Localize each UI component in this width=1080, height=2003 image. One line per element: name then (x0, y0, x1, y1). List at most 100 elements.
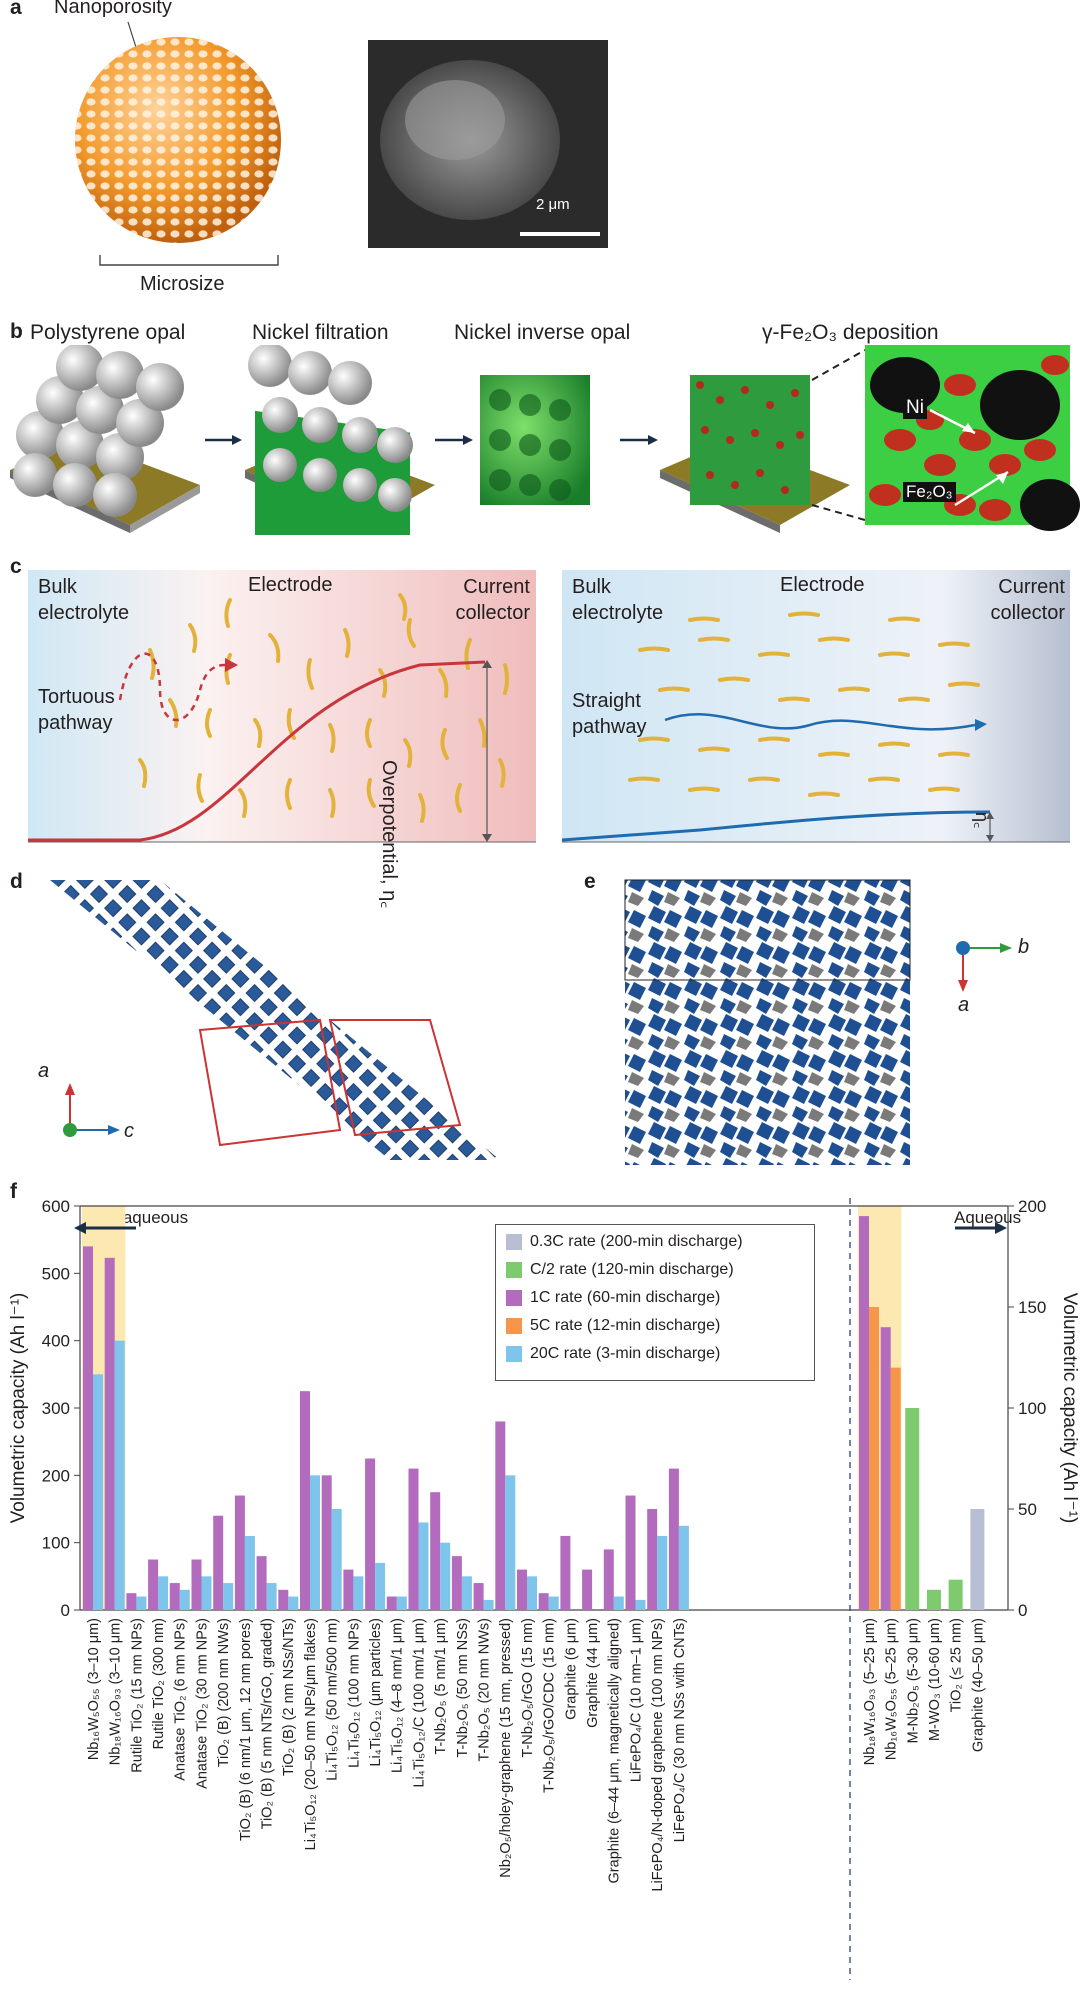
electrode-left: Electrode (248, 574, 333, 596)
step-nickel-filtration: Nickel filtration (252, 321, 389, 344)
ni-label: Ni (903, 397, 927, 419)
bar-left-c1 (191, 1559, 202, 1610)
panel-c-graphics (28, 570, 1070, 843)
y-tick-label-left: 500 (42, 1264, 70, 1283)
bar-left-c1 (647, 1509, 658, 1610)
bar-left-c20 (288, 1596, 299, 1610)
microsize-bracket (99, 255, 279, 266)
y-tick-label-left: 100 (42, 1534, 70, 1553)
bar-left-c1 (126, 1593, 137, 1610)
x-tick-label-left: LiFePO₄/C (10 nm–1 μm) (628, 1618, 644, 1782)
bar-left-c20 (93, 1374, 103, 1610)
straight-pathway (664, 713, 976, 731)
bar-left-c20 (396, 1596, 407, 1610)
x-tick-label-left: Li₄Ti₅O₁₂ (20–50 nm NPs/μm flakes) (303, 1618, 319, 1850)
legend-label: 1C rate (60-min discharge) (530, 1289, 721, 1306)
legend-swatch (506, 1289, 522, 1306)
y-tick-label-right: 150 (1018, 1298, 1046, 1317)
step-nickel-inverse-opal: Nickel inverse opal (454, 321, 631, 344)
bar-left-c1 (408, 1468, 419, 1610)
bar-right-c5 (869, 1307, 879, 1610)
bulk-electrolyte-right: Bulk electrolyte (572, 576, 664, 624)
y-axis-title-right: Volumetric capacity (Ah l⁻¹) (1059, 1293, 1080, 1524)
panel-letter-b: b (10, 320, 23, 343)
x-tick-label-right: Nb₁₈W₁₆O₉₃ (5–25 μm) (862, 1618, 878, 1765)
panel-letter-d: d (10, 870, 23, 893)
x-tick-label-left: TiO₂ (B) (6 nm/1 μm, 12 nm pores) (238, 1618, 254, 1841)
bar-left-c20 (418, 1522, 429, 1610)
unit-cell-e (624, 879, 911, 981)
bar-left-c1 (148, 1559, 159, 1610)
y-tick-label-right: 50 (1018, 1500, 1037, 1519)
legend-item: C/2 rate (120-min discharge) (506, 1261, 734, 1285)
electrode-right: Electrode (780, 574, 865, 596)
x-tick-label-left: Li₄Ti₅O₁₂ (μm particles) (368, 1618, 384, 1767)
x-tick-label-left: T-Nb₂O₅ (20 nm NWs) (476, 1618, 492, 1762)
x-tick-label-left: TiO₂ (B) (2 nm NSs/NTs) (281, 1618, 297, 1776)
bar-left-c1 (582, 1569, 593, 1610)
bar-left-c20 (440, 1542, 451, 1610)
x-tick-label-left: Li₄Ti₅O₁₂ (4–8 nm/1 μm) (390, 1618, 406, 1773)
aqueous-label: Aqueous (954, 1208, 1022, 1227)
legend-label: 5C rate (12-min discharge) (530, 1317, 721, 1334)
bar-left-c1 (343, 1569, 354, 1610)
panel-letter-a: a (10, 0, 22, 19)
panel-letter-f: f (10, 1180, 17, 1203)
y-tick-label-left: 0 (61, 1601, 70, 1620)
bar-left-c1 (213, 1515, 224, 1610)
bulk-electrolyte-left: Bulk electrolyte (38, 576, 130, 624)
x-tick-label-left: T-Nb₂O₅/rGO/CDC (15 nm) (542, 1618, 558, 1793)
x-tick-label-left: Li₄Ti₅O₁₂/C (100 nm/1 μm) (411, 1618, 427, 1788)
overpotential-curve-left (28, 660, 486, 842)
coated-inverse-opal-block (690, 375, 810, 505)
bar-right-c03 (970, 1509, 985, 1610)
polystyrene-spheres (13, 345, 184, 517)
bar-left-c20 (548, 1596, 559, 1610)
x-tick-label-left: Graphite (6–44 μm, magnetically aligned) (607, 1618, 623, 1883)
bar-left-c1 (83, 1246, 93, 1610)
x-tick-label-left: Rutile TiO₂ (300 nm) (151, 1618, 167, 1749)
axis-b-e: b (1018, 936, 1030, 958)
x-tick-label-left: LiFePO₄/C (30 nm NSs with CNTs) (672, 1618, 688, 1842)
bar-left-c1 (603, 1549, 614, 1610)
y-tick-label-left: 600 (42, 1197, 70, 1216)
axis-origin-d (63, 1123, 77, 1137)
nickel-filled-block (255, 410, 410, 535)
y-tick-label-right: 0 (1018, 1601, 1027, 1620)
y-tick-label-right: 200 (1018, 1197, 1046, 1216)
x-tick-label-left: Nb₁₈W₁₆O₉₃ (3–10 μm) (108, 1618, 124, 1765)
x-tick-label-left: T-Nb₂O₅ (50 nm NSs) (455, 1618, 471, 1758)
x-tick-label-right: TiO₂ (≤ 25 nm) (949, 1618, 965, 1712)
bar-left-c20 (657, 1535, 668, 1610)
bar-left-c20 (266, 1583, 277, 1610)
x-tick-label-left: Graphite (44 μm) (585, 1618, 601, 1728)
step-polystyrene-opal: Polystyrene opal (30, 321, 186, 344)
y-axis-title-left: Volumetric capacity (Ah l⁻¹) (8, 1293, 29, 1524)
bar-right-c1 (859, 1216, 869, 1610)
bar-right-c5 (890, 1367, 901, 1610)
x-tick-label-left: Anatase TiO₂ (30 nm NPs) (194, 1618, 210, 1789)
chart-legend: 0.3C rate (200-min discharge) C/2 rate (1… (495, 1224, 815, 1381)
step-fe2o3-deposition: γ-Fe₂O₃ deposition (762, 321, 939, 344)
x-tick-label-left: Anatase TiO₂ (6 nm NPs) (173, 1618, 189, 1781)
tortuous-pathway-label: Tortuous pathway (38, 686, 115, 734)
bar-left-c1 (517, 1569, 527, 1610)
legend-swatch (506, 1345, 522, 1362)
legend-swatch (506, 1233, 522, 1250)
bar-left-c1 (495, 1421, 506, 1610)
bar-left-c1 (625, 1495, 636, 1610)
bar-left-c20 (223, 1583, 234, 1610)
bar-left-c20 (613, 1596, 624, 1610)
legend-label: C/2 rate (120-min discharge) (530, 1261, 734, 1278)
panel-letter-c: c (10, 555, 22, 578)
x-tick-label-left: TiO₂ (B) (200 nm NWs) (216, 1618, 232, 1767)
aqueous-arrowhead (995, 1222, 1007, 1234)
y-tick-label-right: 100 (1018, 1399, 1046, 1418)
volumetric-capacity-chart: 0 100 200 300 400 500 600 0 50 100 150 200 Volumetri… (8, 1197, 1080, 1980)
bar-left-c20 (331, 1509, 342, 1610)
bar-left-c20 (158, 1576, 169, 1610)
x-tick-label-right: Nb₁₆W₅O₅₅ (5–25 μm) (884, 1618, 900, 1760)
microsize-label: Microsize (140, 273, 225, 295)
x-tick-label-left: Graphite (6 μm) (563, 1618, 579, 1720)
bar-left-c20 (201, 1576, 212, 1610)
